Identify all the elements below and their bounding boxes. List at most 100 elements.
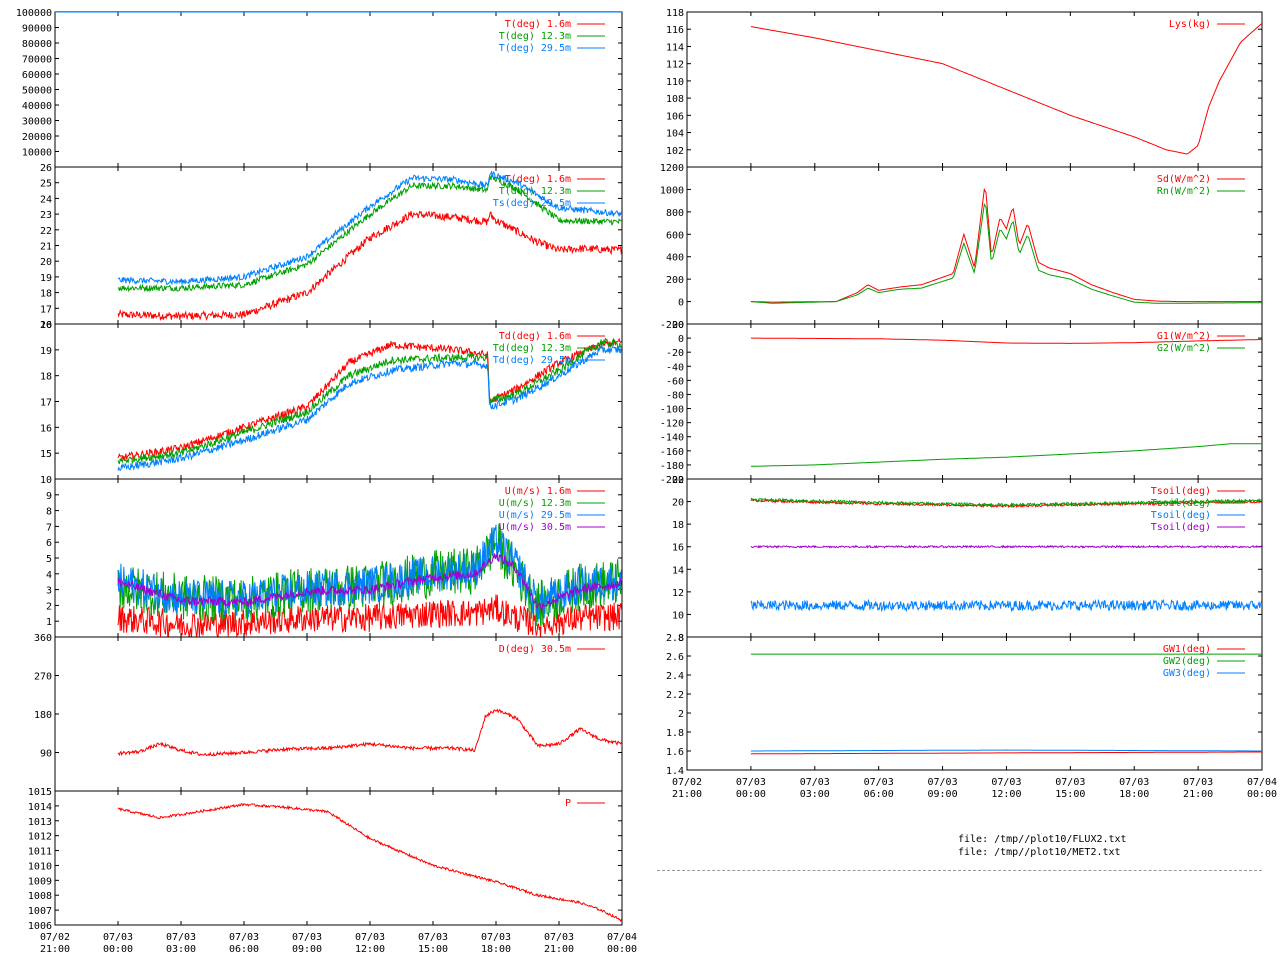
y-tick-label: 90 xyxy=(40,749,52,760)
separator-line xyxy=(657,870,1262,871)
y-tick-label: 100000 xyxy=(16,8,52,19)
y-tick-label: 17 xyxy=(40,304,52,315)
x-tick-label: 12:00 xyxy=(991,789,1021,800)
series-line xyxy=(117,594,622,637)
series-line xyxy=(750,598,1262,613)
y-tick-label: 23 xyxy=(40,210,52,221)
plot-frame xyxy=(686,11,1263,168)
y-tick-label: 19 xyxy=(40,346,52,357)
y-tick-label: 20000 xyxy=(22,132,52,143)
y-tick-label: 112 xyxy=(666,60,684,71)
x-tick-label: 15:00 xyxy=(1055,789,1085,800)
y-tick-label: 104 xyxy=(666,129,684,140)
x-tick-label: 21:00 xyxy=(672,789,702,800)
x-tick-label: 00:00 xyxy=(1247,789,1277,800)
x-tick-label: 21:00 xyxy=(544,944,574,955)
y-tick-label: 9 xyxy=(46,491,52,502)
y-tick-label: 1011 xyxy=(28,847,52,858)
y-tick-label: 70000 xyxy=(22,55,52,66)
series-line xyxy=(750,337,1262,344)
y-tick-label: 2.6 xyxy=(666,652,684,663)
y-tick-label: 600 xyxy=(666,230,684,241)
y-tick-label: 1012 xyxy=(28,832,52,843)
x-tick-label: 07/03 xyxy=(800,777,830,788)
y-tick-label: 108 xyxy=(666,94,684,105)
y-tick-label: -100 xyxy=(660,405,684,416)
y-tick-label: 22 xyxy=(672,475,684,486)
y-tick-label: -200 xyxy=(660,320,684,331)
series-line xyxy=(750,187,1262,303)
y-tick-label: 1008 xyxy=(28,891,52,902)
x-tick-label: 03:00 xyxy=(800,789,830,800)
y-tick-label: 102 xyxy=(666,146,684,157)
series-line xyxy=(117,345,622,471)
legend-label: Td(deg) 29.5m xyxy=(493,355,571,366)
y-tick-label: 26 xyxy=(40,163,52,174)
y-tick-label: 25 xyxy=(40,179,52,190)
x-tick-label: 07/03 xyxy=(418,932,448,943)
y-tick-label: 50000 xyxy=(22,86,52,97)
series-line xyxy=(750,202,1262,304)
x-tick-label: 07/02 xyxy=(672,777,702,788)
legend-label: Sd(W/m^2) xyxy=(1157,174,1211,185)
series-line xyxy=(750,22,1262,155)
series-line xyxy=(117,210,622,322)
legend-label: GW3(deg) xyxy=(1163,668,1211,679)
legend-label: Lys(kg) xyxy=(1169,19,1211,30)
x-tick-label: 07/03 xyxy=(103,932,133,943)
plot-frame xyxy=(54,790,623,926)
legend-label: Td(deg) 12.3m xyxy=(493,343,571,354)
y-tick-label: 1014 xyxy=(28,802,52,813)
plot-frame xyxy=(54,636,623,792)
y-tick-label: 1013 xyxy=(28,817,52,828)
x-tick-label: 07/03 xyxy=(991,777,1021,788)
x-tick-label: 21:00 xyxy=(40,944,70,955)
x-tick-label: 07/03 xyxy=(481,932,511,943)
legend-label: Tsoil(deg) xyxy=(1151,498,1211,509)
y-tick-label: 12 xyxy=(672,588,684,599)
x-tick-label: 21:00 xyxy=(1183,789,1213,800)
x-tick-label: 07/03 xyxy=(292,932,322,943)
series-line xyxy=(750,497,1262,509)
y-tick-label: 0 xyxy=(678,334,684,345)
y-tick-label: 10 xyxy=(40,475,52,486)
y-tick-label: 20 xyxy=(672,320,684,331)
y-tick-label: 4 xyxy=(46,570,52,581)
series-line xyxy=(117,337,622,465)
x-tick-label: 07/03 xyxy=(355,932,385,943)
y-tick-label: 7 xyxy=(46,522,52,533)
y-tick-label: 30000 xyxy=(22,117,52,128)
legend-label: T(deg) 1.6m xyxy=(505,19,571,30)
x-tick-label: 07/03 xyxy=(928,777,958,788)
chart-panel: -200-180-160-140-120-100-80-60-40-20020G… xyxy=(660,320,1263,486)
legend-label: GW2(deg) xyxy=(1163,656,1211,667)
y-tick-label: 18 xyxy=(40,372,52,383)
legend-label: T(deg) 12.3m xyxy=(499,31,571,42)
series-line xyxy=(750,443,1262,467)
y-tick-label: 360 xyxy=(34,633,52,644)
series-line xyxy=(750,751,1262,755)
x-tick-label: 07/03 xyxy=(166,932,196,943)
x-tick-label: 07/03 xyxy=(864,777,894,788)
x-tick-label: 07/02 xyxy=(40,932,70,943)
y-tick-label: 2.2 xyxy=(666,690,684,701)
x-tick-label: 00:00 xyxy=(736,789,766,800)
x-tick-label: 03:00 xyxy=(166,944,196,955)
y-tick-label: 17 xyxy=(40,398,52,409)
series-line xyxy=(117,174,622,293)
chart-panel: 102 104 106 108 110 112 114 116 118 Lys(kg) xyxy=(666,8,1263,168)
x-tick-label: 06:00 xyxy=(229,944,259,955)
legend-label: Ts(deg) 29.5m xyxy=(493,198,571,209)
x-tick-label: 15:00 xyxy=(418,944,448,955)
y-tick-label: 1015 xyxy=(28,787,52,798)
y-tick-label: 22 xyxy=(40,226,52,237)
y-tick-label: -60 xyxy=(666,376,684,387)
y-tick-label: 2.4 xyxy=(666,671,684,682)
legend-label: Rn(W/m^2) xyxy=(1157,186,1211,197)
series-line xyxy=(117,708,622,757)
legend-label: G1(W/m^2) xyxy=(1157,331,1211,342)
y-tick-label: 3 xyxy=(46,586,52,597)
file-path: file: /tmp//plot10/MET2.txt xyxy=(958,847,1121,858)
